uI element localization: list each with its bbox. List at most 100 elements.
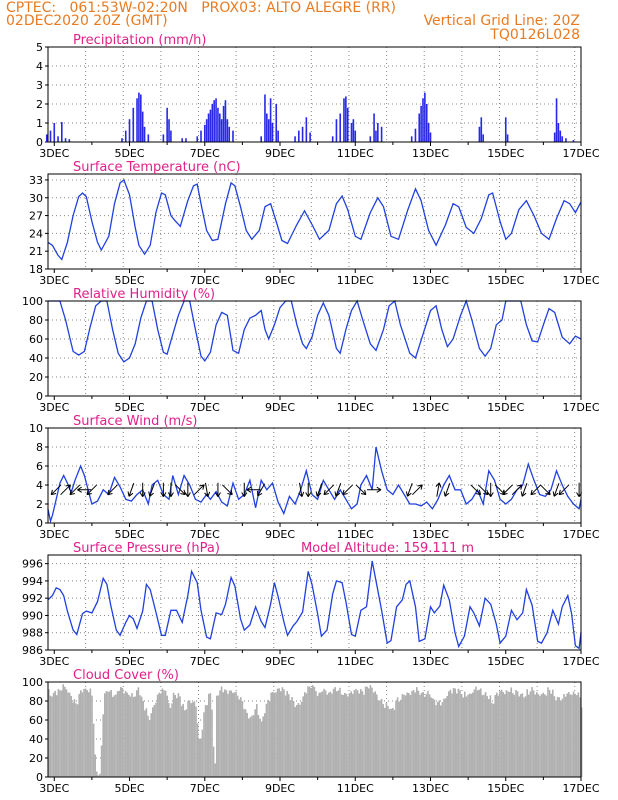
x-tick-label: 9DEC	[265, 274, 295, 287]
precip-bar	[141, 111, 144, 142]
cloud-bar	[395, 700, 397, 777]
x-tick-label: 13DEC	[412, 274, 449, 287]
cloud-bar	[164, 690, 167, 777]
wind-arrow	[257, 483, 266, 497]
precip-bar	[369, 136, 372, 142]
precip-bar	[140, 94, 142, 142]
y-tick-label: 18	[29, 263, 43, 276]
cloud-bar	[148, 720, 151, 777]
precip-bar	[266, 113, 268, 142]
cloud-bar	[470, 693, 472, 777]
cloud-bar	[230, 690, 232, 777]
cloud-bar	[278, 688, 280, 777]
cloud-bar	[105, 691, 108, 777]
cloud-bar	[428, 694, 431, 777]
cloud-bar	[512, 693, 514, 777]
precip-bar	[147, 134, 150, 142]
cloud-bar	[364, 686, 367, 777]
cloud-bar	[412, 690, 415, 777]
cloud-bar	[289, 700, 292, 777]
precip-bar	[211, 104, 214, 142]
x-tick-label: 3DEC	[39, 528, 69, 541]
x-tick-label: 7DEC	[190, 528, 220, 541]
precip-bar	[224, 100, 227, 142]
cloud-bar	[577, 692, 580, 777]
x-tick-label: 7DEC	[190, 147, 220, 160]
cloud-bar	[451, 693, 453, 777]
cloud-bar	[555, 700, 557, 777]
cloud-bar	[326, 694, 328, 777]
y-tick-label: 20	[29, 752, 43, 765]
wind-arrow	[355, 484, 367, 496]
x-tick-label: 13DEC	[412, 782, 449, 795]
precip-bar	[305, 117, 308, 142]
cloud-bar	[425, 693, 428, 777]
cloud-bar	[224, 689, 226, 777]
precip-bar	[424, 92, 426, 142]
x-tick-label: 3DEC	[39, 655, 69, 668]
cloud-bar	[70, 695, 72, 777]
wind-arrow	[334, 483, 342, 497]
cloud-bar	[248, 718, 250, 777]
cloud-bar	[172, 692, 175, 777]
cloud-bar	[529, 691, 532, 777]
precip-bar	[352, 119, 355, 142]
wind-arrow	[298, 482, 305, 497]
y-tick-label: 20	[29, 371, 43, 384]
cloud-bar	[528, 694, 530, 777]
cloud-bar	[59, 690, 61, 777]
y-tick-label: 4	[36, 479, 43, 492]
wind-arrow	[107, 484, 118, 496]
x-tick-label: 15DEC	[487, 655, 524, 668]
cloud-bar	[468, 693, 471, 777]
y-tick-label: 0	[36, 136, 43, 149]
precip-bar	[565, 138, 567, 142]
cloud-bar	[147, 715, 149, 777]
cloud-bar	[571, 694, 573, 777]
cloud-bar	[160, 693, 162, 777]
cloud-bar	[348, 693, 351, 777]
cloud-bar	[68, 692, 71, 777]
cloud-bar	[420, 692, 423, 777]
wind-arrow	[167, 482, 174, 498]
cloud-bar	[252, 715, 255, 777]
wind-arrow	[520, 483, 528, 497]
cloud-bar	[240, 697, 242, 777]
cloud-bar	[308, 686, 311, 777]
cloud-bar	[304, 692, 306, 777]
cloud-bar	[454, 688, 456, 777]
cloud-bar	[406, 692, 408, 777]
series-line	[47, 560, 582, 650]
cloud-bar	[440, 705, 442, 777]
cloud-bar	[496, 692, 498, 777]
precip-bar	[354, 130, 357, 142]
cloud-bar	[145, 708, 148, 777]
cloud-bar	[54, 690, 56, 777]
cloud-bar	[336, 691, 338, 777]
cloud-bar	[166, 695, 168, 777]
cloud-bar	[456, 693, 458, 777]
cloud-bar	[385, 703, 388, 777]
y-tick-label: 990	[22, 609, 43, 622]
x-tick-label: 11DEC	[337, 782, 374, 795]
cloud-bar	[76, 704, 79, 777]
precip-bar	[170, 130, 172, 142]
precip-bar	[429, 132, 432, 142]
cloud-bar	[396, 697, 399, 777]
x-tick-label: 17DEC	[562, 782, 599, 795]
precip-bar	[60, 122, 63, 142]
cloud-bar	[448, 691, 450, 777]
cloud-bar	[488, 699, 490, 777]
cloud-bar	[94, 754, 96, 777]
y-tick-label: 10	[29, 422, 43, 435]
x-tick-label: 11DEC	[337, 274, 374, 287]
cloud-bar	[337, 690, 340, 777]
wind-arrow	[127, 483, 135, 497]
cloud-bar	[155, 702, 157, 777]
cloud-bar	[193, 701, 196, 777]
cloud-bar	[459, 690, 461, 777]
wind-arrow	[222, 484, 233, 496]
cloud-bar	[118, 690, 120, 777]
precip-bar	[264, 94, 266, 142]
cloud-bar	[347, 696, 349, 777]
